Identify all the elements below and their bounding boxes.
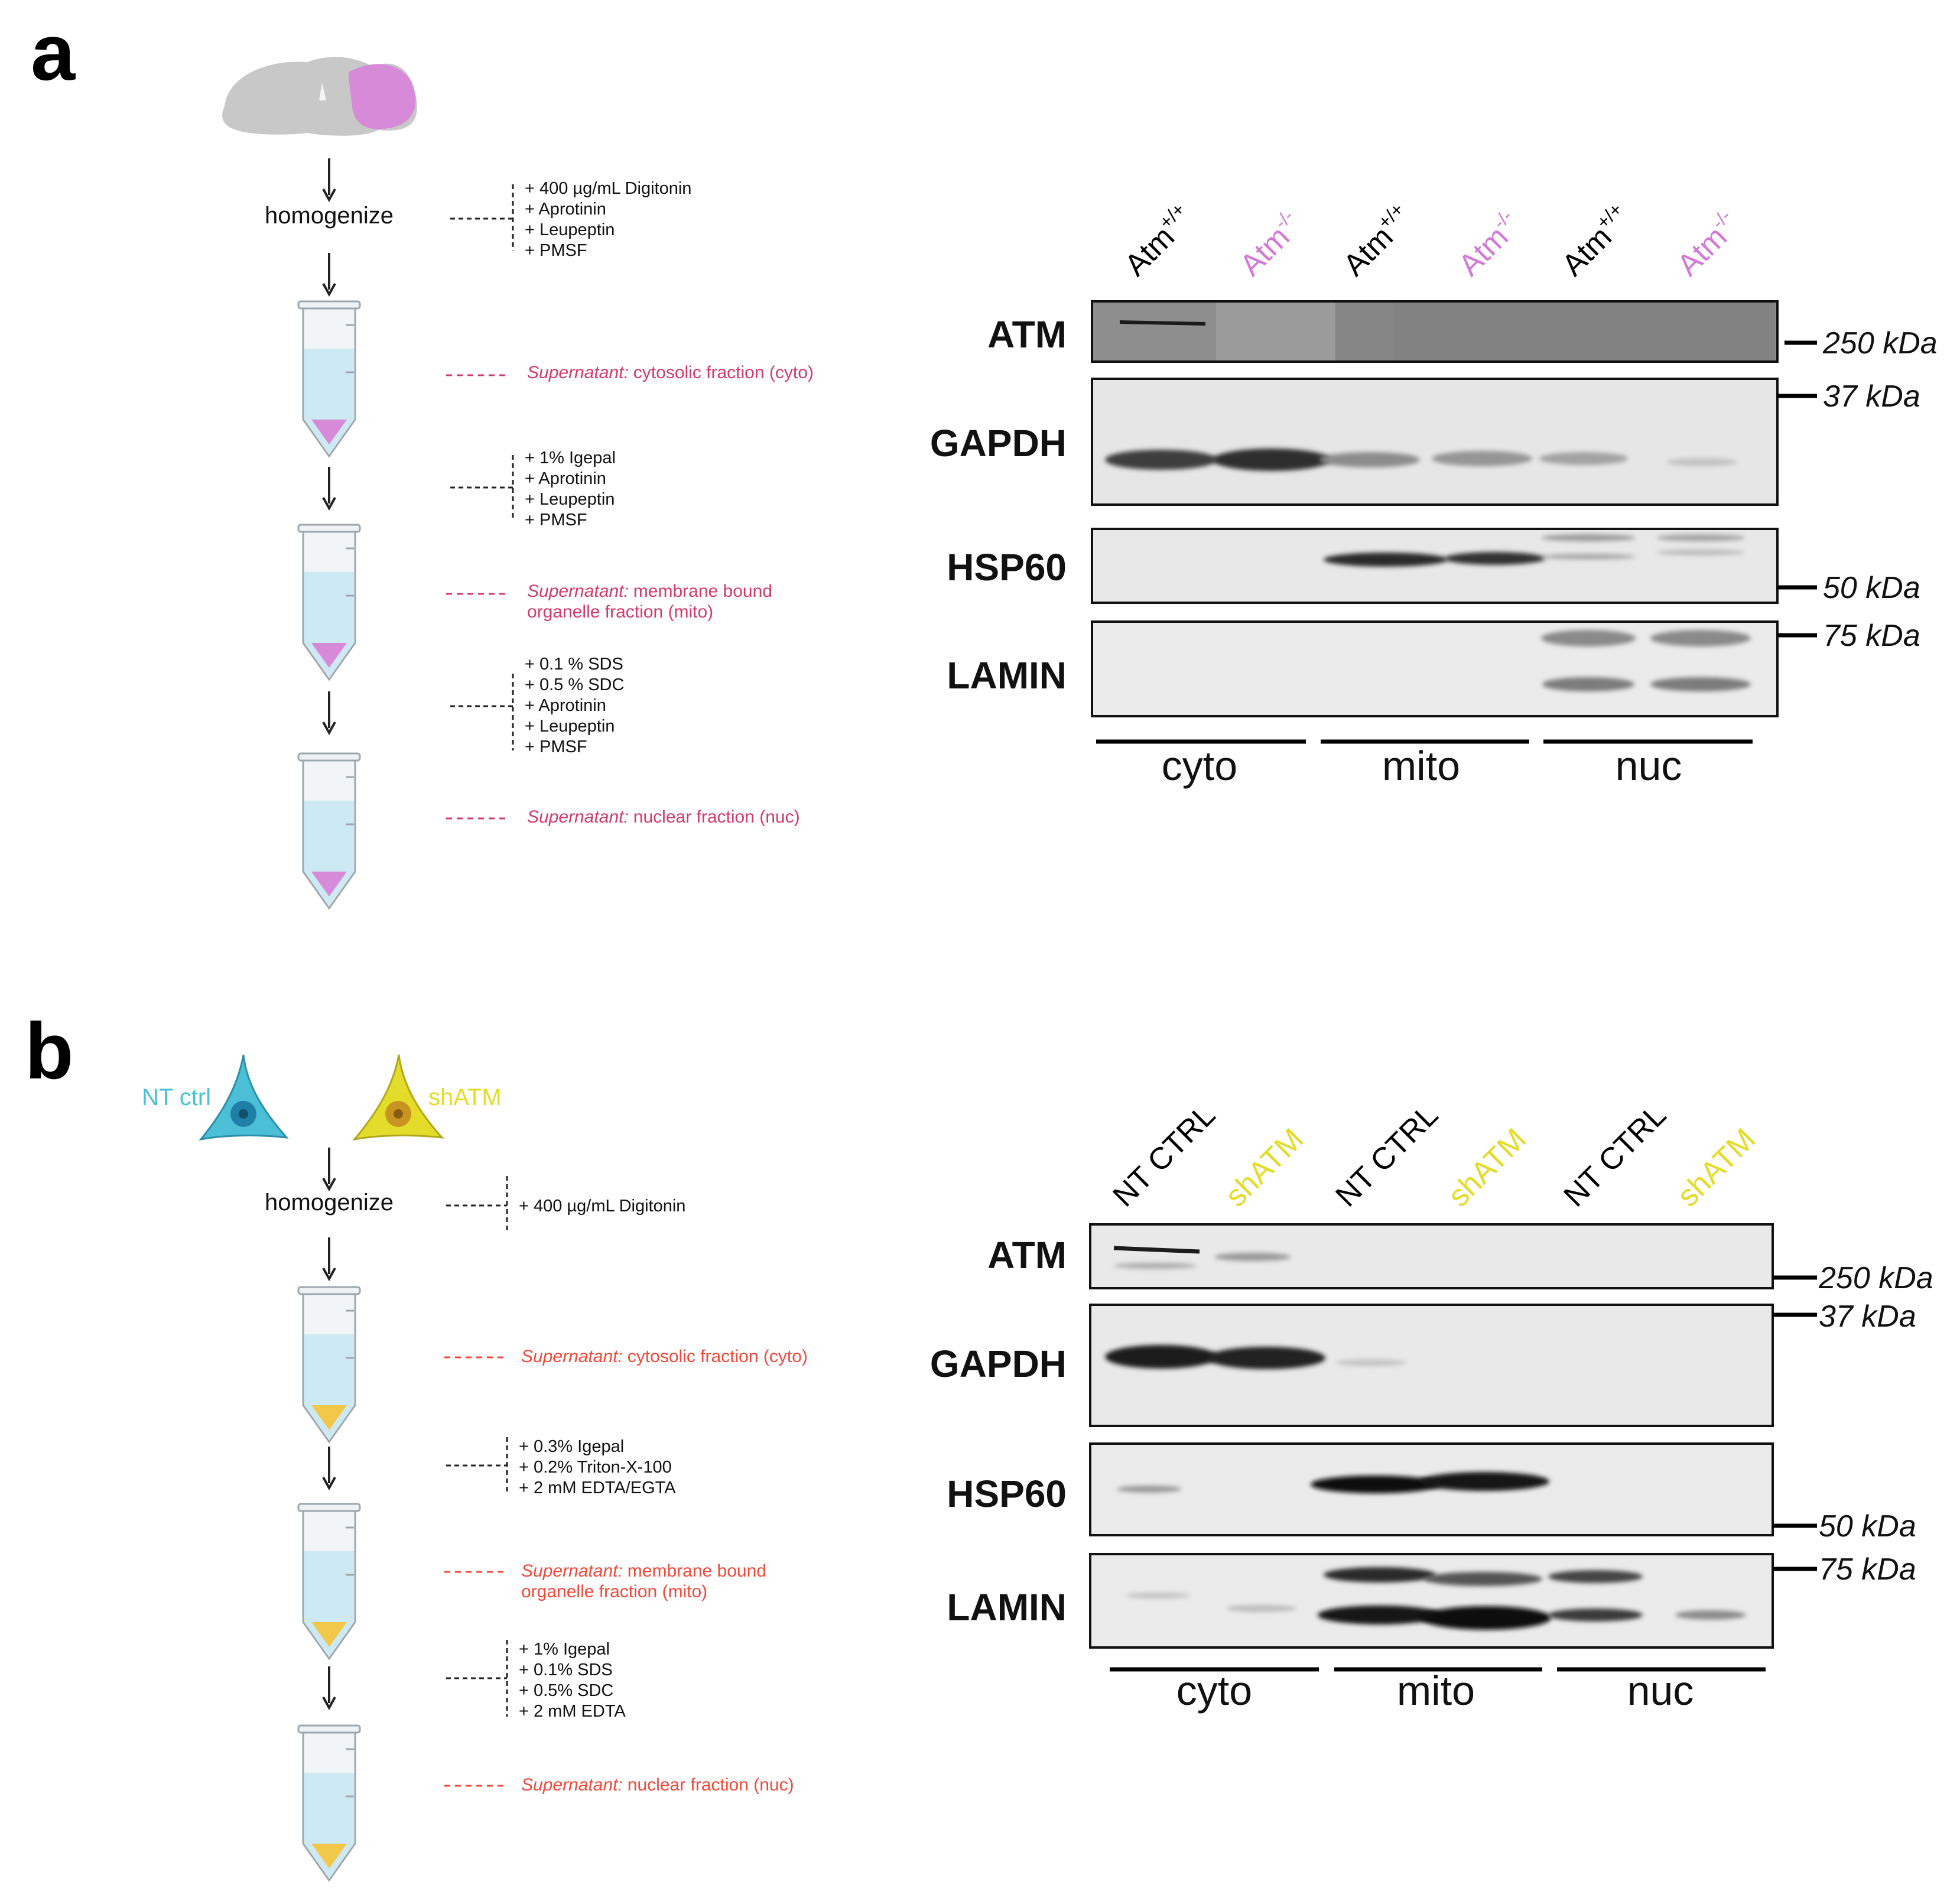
fraction-label: Supernatant: cytosolic fraction (cyto) [521,1347,808,1366]
tube-icon [297,1724,361,1881]
protein-label: LAMIN [947,1586,1067,1629]
fraction-label: Supernatant: nuclear fraction (nuc) [527,807,800,827]
lane-label: shATM [1670,1122,1762,1214]
additive-item: + Leupeptin [525,717,615,736]
blot-lamin-a [1091,620,1779,717]
nt-ctrl-label: NT ctrl [142,1084,211,1110]
fraction-label: Supernatant: membrane bound [527,581,772,601]
panel-label-a: a [31,8,76,97]
protein-label: ATM [987,313,1067,356]
panel-a: a homogenize + 400 µg/mL Digitonin + Apro… [31,8,1938,909]
protein-label: HSP60 [947,1473,1067,1515]
tube-icon [297,1286,361,1443]
lane-label: Atm-/- [1669,205,1746,282]
tube-icon [297,752,361,909]
panel-label-b: b [25,1006,73,1096]
blot-lamin-b [1089,1553,1774,1649]
protein-label: GAPDH [930,1343,1067,1385]
additive-item: + 0.5% SDC [519,1681,613,1700]
fraction-group-label: mito [1397,1668,1475,1714]
blot-gapdh-a [1091,378,1779,506]
lane-label: Atm+/+ [1116,199,1201,283]
additive-item: + PMSF [525,737,587,756]
additive-item: + 0.1% SDS [519,1660,613,1679]
fraction-label: Supernatant: nuclear fraction (nuc) [521,1775,794,1795]
blot-hsp60-b [1089,1442,1774,1536]
lane-label: Atm-/- [1231,205,1309,282]
additive-item: + 0.1 % SDS [525,655,623,674]
additive-item: + 0.3% Igepal [519,1437,624,1456]
protein-label: GAPDH [930,422,1067,464]
protein-label: ATM [987,1234,1067,1276]
blot-atm-b [1089,1223,1774,1289]
panel-b: b NT ctrl shATM homogenize [25,1006,1933,1881]
fraction-group-label: cyto [1176,1668,1252,1714]
tube-icon [297,524,361,681]
additive-item: + 1% Igepal [525,449,616,467]
additive-item: + 400 µg/mL Digitonin [519,1197,685,1216]
additive-item: + 2 mM EDTA [519,1702,626,1721]
homogenize-label-b: homogenize [265,1190,394,1216]
mw-marker: 75 kDa [1823,619,1920,653]
mw-marker: 50 kDa [1819,1509,1916,1543]
mw-marker: 75 kDa [1819,1552,1916,1587]
lane-label: Atm-/- [1450,205,1527,282]
lane-label: shATM [1218,1122,1310,1214]
fraction-label-line2: organelle fraction (mito) [521,1582,707,1601]
additive-item: + Aprotinin [525,696,606,715]
additive-item: + 400 µg/mL Digitonin [525,179,691,198]
lane-label: NT CTRL [1329,1098,1445,1214]
brain-icon [222,57,417,136]
shatm-cell-icon [352,1054,444,1141]
additive-item: + 0.5 % SDC [525,675,624,694]
additive-item: + PMSF [525,511,587,529]
additive-item: + 0.2% Triton-X-100 [519,1458,672,1477]
mw-marker: 250 kDa [1818,1261,1933,1295]
mw-marker: 37 kDa [1819,1299,1916,1334]
homogenize-label-a: homogenize [265,203,394,229]
lane-label: NT CTRL [1557,1098,1673,1214]
additive-item: + 2 mM EDTA/EGTA [519,1478,676,1497]
nt-ctrl-cell-icon [199,1054,289,1141]
lane-label: NT CTRL [1106,1098,1222,1214]
fraction-group-label: nuc [1627,1668,1694,1714]
fraction-label: Supernatant: cytosolic fraction (cyto) [527,363,814,382]
blot-atm-a [1091,300,1779,363]
additive-item: + Leupeptin [525,220,615,239]
additive-item: + Aprotinin [525,200,606,219]
protein-label: HSP60 [947,546,1067,589]
fraction-label: Supernatant: membrane bound [521,1561,766,1581]
mw-marker: 37 kDa [1823,379,1920,414]
additive-item: + Aprotinin [525,469,606,488]
blot-hsp60-a [1091,528,1779,604]
mw-marker: 50 kDa [1823,571,1920,605]
tube-icon [297,300,361,457]
additive-item: + 1% Igepal [519,1640,610,1659]
shatm-label: shATM [428,1084,502,1110]
lane-label: Atm+/+ [1553,199,1638,283]
additive-item: + PMSF [525,241,587,260]
lane-label: shATM [1441,1122,1533,1214]
mw-marker: 250 kDa [1822,326,1938,360]
fraction-group-label: mito [1382,743,1460,789]
tube-icon [297,1503,361,1660]
protein-label: LAMIN [947,654,1067,697]
fraction-label-line2: organelle fraction (mito) [527,602,713,622]
fraction-group-label: cyto [1162,743,1237,789]
lane-label: Atm+/+ [1335,199,1419,283]
blot-gapdh-b [1089,1304,1774,1427]
fraction-group-label: nuc [1616,743,1682,789]
additive-item: + Leupeptin [525,490,615,509]
